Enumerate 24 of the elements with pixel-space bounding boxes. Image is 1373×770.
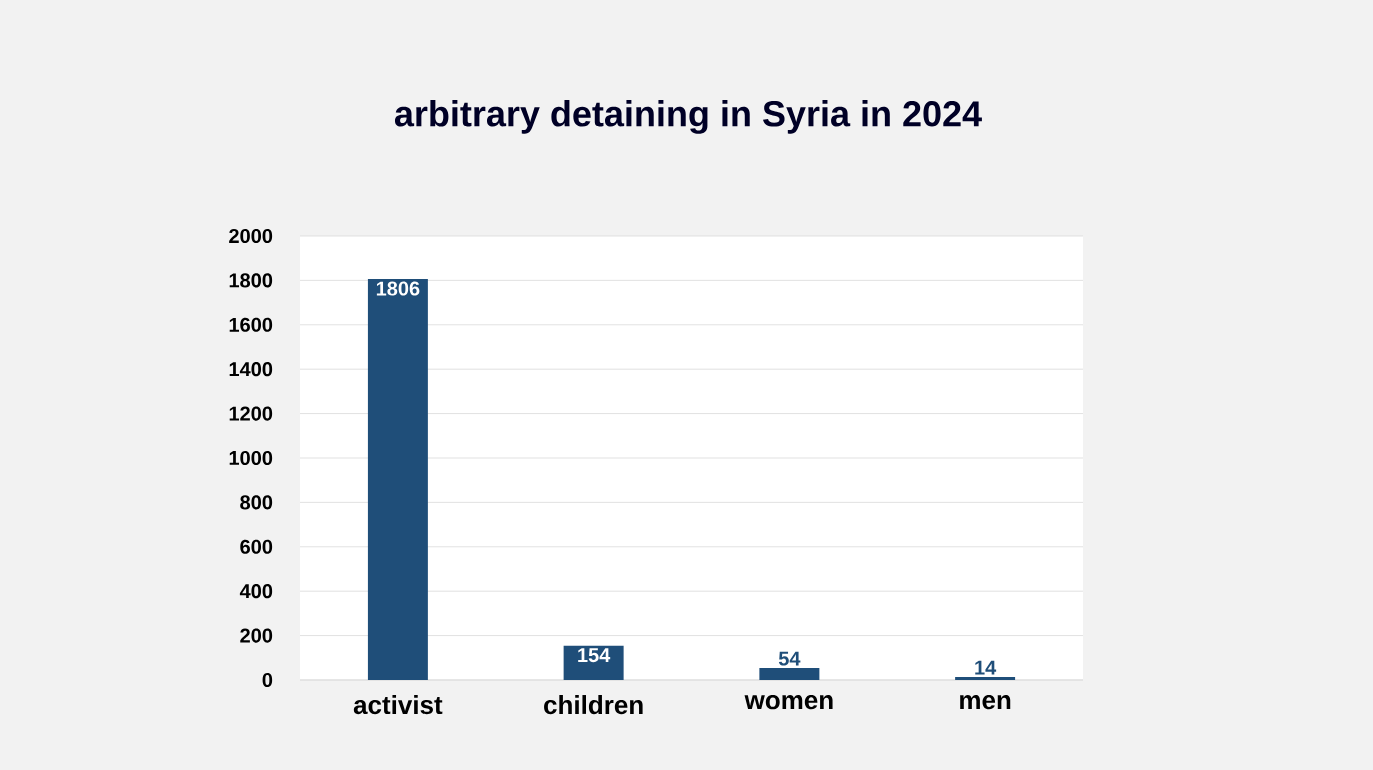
bar	[955, 676, 1016, 680]
y-tick-label: 1200	[229, 406, 273, 421]
x-tick-label: children	[544, 695, 643, 715]
y-tick-label: 0	[262, 672, 273, 688]
bar	[367, 279, 428, 680]
x-tick-label: men	[960, 695, 1011, 710]
y-tick-label: 400	[239, 584, 273, 599]
chart-title: arbitrary detaining in Syria in 2024	[394, 100, 982, 134]
y-tick-label: 1400	[229, 362, 273, 377]
y-tick-label: 2000	[229, 228, 273, 244]
y-tick-label: 1600	[229, 317, 273, 332]
y-tick-label: 600	[240, 539, 273, 554]
x-tick-label: activist	[353, 695, 443, 715]
y-tick-label: 800	[240, 495, 273, 510]
bar	[759, 667, 820, 680]
data-label: 1806	[376, 281, 420, 296]
data-label: 54	[778, 651, 801, 666]
data-label: 154	[578, 648, 611, 663]
y-tick-label: 200	[240, 628, 273, 643]
x-tick-label: women	[744, 695, 833, 710]
data-label: 14	[975, 660, 997, 675]
bar	[563, 645, 624, 680]
y-tick-label: 1800	[229, 273, 273, 288]
y-tick-label: 1000	[229, 450, 273, 466]
